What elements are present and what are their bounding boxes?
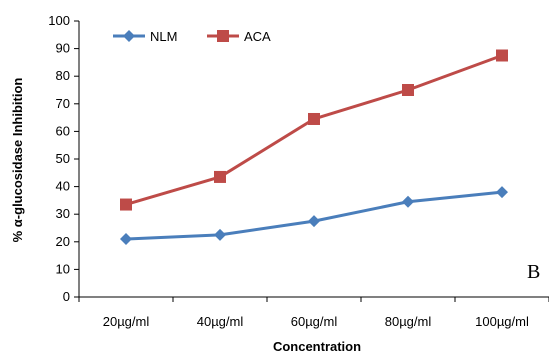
data-point-aca bbox=[496, 49, 508, 62]
y-tick-label: 70 bbox=[56, 96, 70, 111]
y-tick-label: 0 bbox=[63, 289, 70, 304]
y-axis-ticks: 0 10 20 30 40 50 60 70 80 90 100 bbox=[48, 13, 79, 304]
x-axis-ticks: 20µg/ml 40µg/ml 60µg/ml 80µg/ml 100µg/ml bbox=[78, 297, 549, 329]
x-axis-title: Concentration bbox=[273, 339, 361, 353]
data-point-nlm bbox=[120, 233, 132, 246]
series-layer bbox=[120, 49, 508, 246]
y-tick-label: 40 bbox=[56, 179, 70, 194]
y-tick-label: 100 bbox=[48, 13, 70, 28]
legend: NLM ACA bbox=[113, 29, 271, 44]
y-tick-label: 80 bbox=[56, 68, 70, 83]
x-tick-label: 80µg/ml bbox=[385, 314, 432, 329]
data-point-nlm bbox=[308, 215, 320, 228]
x-tick-label: 60µg/ml bbox=[291, 314, 338, 329]
data-point-nlm bbox=[402, 195, 414, 208]
data-point-nlm bbox=[214, 228, 226, 241]
data-point-aca bbox=[308, 112, 320, 125]
x-tick-label: 20µg/ml bbox=[103, 314, 150, 329]
y-tick-label: 90 bbox=[56, 41, 70, 56]
series-aca bbox=[120, 49, 508, 211]
y-tick-label: 30 bbox=[56, 206, 70, 221]
x-tick-label: 100µg/ml bbox=[475, 314, 529, 329]
y-tick-label: 60 bbox=[56, 123, 70, 138]
data-point-aca bbox=[402, 84, 414, 96]
data-point-aca bbox=[120, 198, 132, 211]
y-tick-label: 10 bbox=[56, 261, 70, 276]
y-tick-label: 50 bbox=[56, 151, 70, 166]
legend-marker-nlm bbox=[123, 30, 135, 42]
y-tick-label: 20 bbox=[56, 234, 70, 249]
series-nlm bbox=[120, 186, 508, 246]
series-line-aca bbox=[125, 54, 503, 206]
data-point-nlm bbox=[496, 186, 508, 199]
data-point-aca bbox=[214, 170, 226, 183]
legend-marker-aca bbox=[217, 30, 229, 42]
x-tick-label: 40µg/ml bbox=[197, 314, 244, 329]
panel-label: B bbox=[527, 261, 540, 283]
legend-label-aca: ACA bbox=[244, 29, 271, 44]
legend-label-nlm: NLM bbox=[150, 29, 177, 44]
y-axis-title: % α-glucosidase Inhibition bbox=[10, 78, 25, 243]
